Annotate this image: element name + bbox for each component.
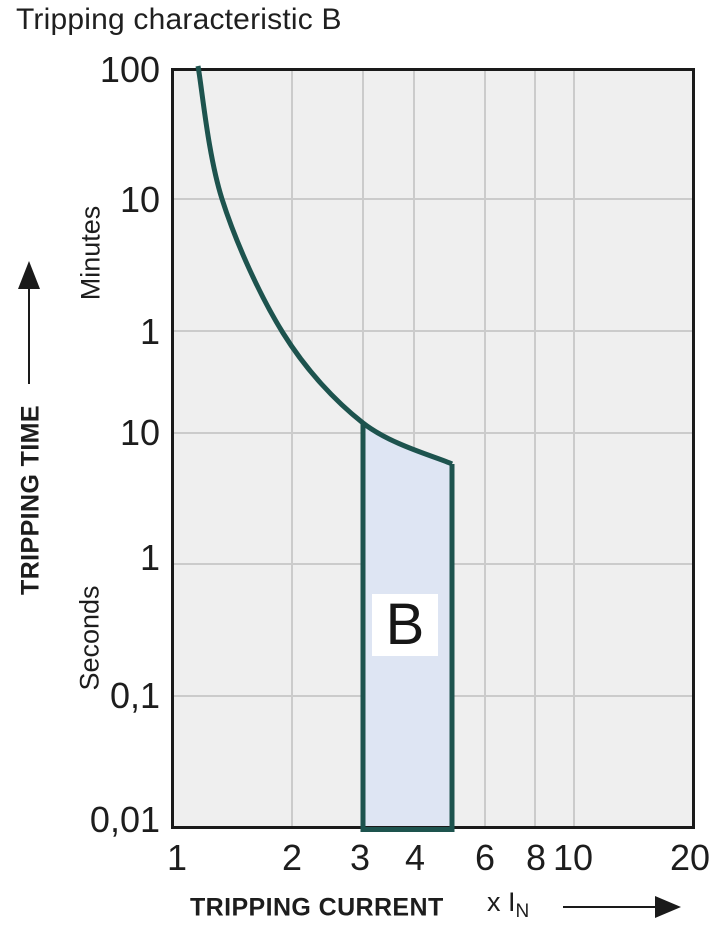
x-tick-6: 6 bbox=[474, 837, 496, 878]
y-tick-1min: 1 bbox=[139, 311, 160, 352]
chart-title: Tripping characteristic B bbox=[16, 3, 342, 36]
b-band-label: B bbox=[385, 592, 425, 657]
x-tick-4: 4 bbox=[404, 837, 426, 878]
y-axis-arrow-icon bbox=[18, 261, 40, 384]
x-unit-subscript: N bbox=[515, 901, 530, 922]
y-tick-10min: 10 bbox=[119, 179, 160, 220]
y-tick-0p1s: 0,1 bbox=[109, 675, 160, 716]
y-tick-100min: 100 bbox=[99, 49, 160, 90]
y-unit-minutes-label: Minutes bbox=[75, 205, 106, 301]
x-axis-arrow-icon bbox=[563, 896, 681, 918]
b-band-label-box: B bbox=[372, 594, 438, 656]
x-tick-8: 8 bbox=[525, 837, 547, 878]
x-unit-symbol: I bbox=[508, 887, 516, 917]
b-band-outline bbox=[360, 423, 455, 832]
y-tick-0p01s: 0,01 bbox=[89, 799, 160, 840]
x-tick-10: 10 bbox=[552, 837, 594, 878]
x-axis-unit: x IN bbox=[487, 887, 530, 922]
tripping-curve bbox=[195, 65, 454, 467]
x-tick-2: 2 bbox=[281, 837, 303, 878]
y-unit-seconds-label: Seconds bbox=[74, 585, 105, 691]
y-tick-1s: 1 bbox=[139, 537, 160, 578]
y-axis-title: TRIPPING TIME bbox=[16, 405, 45, 595]
x-unit-prefix: x bbox=[487, 887, 501, 917]
x-tick-3: 3 bbox=[349, 837, 371, 878]
x-tick-20: 20 bbox=[669, 837, 711, 878]
x-tick-1: 1 bbox=[166, 837, 188, 878]
y-tick-10s: 10 bbox=[119, 412, 160, 453]
x-axis-title: TRIPPING CURRENT bbox=[190, 893, 444, 922]
